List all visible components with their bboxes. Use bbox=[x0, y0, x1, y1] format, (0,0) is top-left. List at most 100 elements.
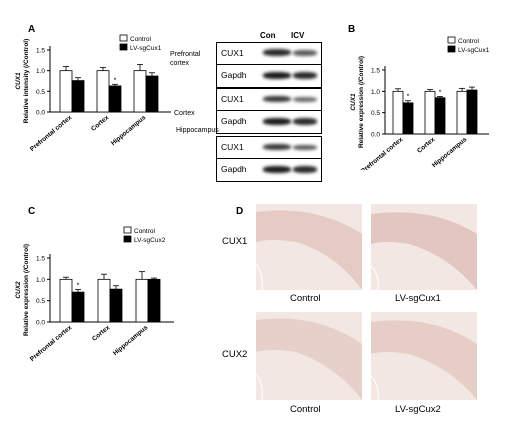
blot-row-label: CUX1 bbox=[221, 48, 244, 58]
blot-column-icv: ICV bbox=[291, 31, 305, 40]
blot-box-hippocampus: CUX1 Gapdh bbox=[216, 136, 322, 182]
blot-row-label: Gapdh bbox=[221, 164, 247, 174]
bar bbox=[133, 70, 147, 113]
blot-box-cortex: CUX1 Gapdh bbox=[216, 88, 322, 134]
y-axis-label: Relative expression (/Control) bbox=[23, 244, 30, 336]
x-tick-label: Hippocampus bbox=[431, 136, 469, 169]
blot-column-con: Con bbox=[260, 31, 276, 40]
legend-label: Control bbox=[130, 36, 152, 43]
x-tick-label: Prefrontal cortex bbox=[360, 136, 405, 170]
histology-row-label-cux2: CUX2 bbox=[222, 349, 248, 360]
bar bbox=[434, 97, 446, 135]
bar bbox=[97, 278, 111, 323]
bar bbox=[392, 90, 404, 135]
significance-marker: * bbox=[439, 89, 442, 96]
y-tick-label: 1.5 bbox=[36, 256, 45, 263]
y-tick-label: 0.5 bbox=[36, 298, 45, 305]
histology-caption: LV-sgCux2 bbox=[395, 404, 441, 415]
chart-b: 0.0 0.5 1.0 1.5 CUX1 Relative expression (/Co… bbox=[350, 36, 490, 170]
x-tick-label: Hippocampus bbox=[112, 324, 150, 357]
chart-c: 0.0 0.5 1.0 1.5 CUX2 Relative expression (/Co… bbox=[15, 226, 174, 363]
blot-panel: Con ICV Prefrontal cortex CUX1 Gapdh Cor… bbox=[168, 22, 338, 182]
bar bbox=[71, 80, 85, 113]
legend-label: LV-sgCux2 bbox=[134, 237, 166, 244]
y-tick-label: 0.0 bbox=[371, 132, 380, 139]
blot-band bbox=[263, 144, 291, 150]
legend-swatch bbox=[119, 43, 128, 51]
histology-caption: Control bbox=[290, 293, 321, 304]
legend-swatch bbox=[119, 34, 128, 42]
y-tick-label: 0.5 bbox=[36, 89, 45, 96]
chart-a: 0.0 0.5 1.0 1.5 CUX1 Relative intensity (/Con… bbox=[15, 34, 171, 153]
panel-letter-a: A bbox=[28, 24, 36, 35]
histology-row-label-cux1: CUX1 bbox=[222, 236, 248, 247]
x-tick-label: Cortex bbox=[416, 136, 437, 155]
blot-band bbox=[293, 166, 317, 173]
panel-letter-d: D bbox=[236, 206, 244, 217]
y-tick-label: 1.0 bbox=[36, 68, 45, 75]
bar bbox=[424, 90, 436, 135]
y-tick-label: 1.5 bbox=[371, 68, 380, 75]
y-tick-label: 0.0 bbox=[36, 320, 45, 327]
y-axis-label: CUX2 bbox=[15, 281, 22, 299]
bar bbox=[456, 90, 468, 135]
y-axis-label: Relative expression (/Control) bbox=[358, 56, 365, 148]
blot-band bbox=[293, 97, 317, 102]
legend-swatch bbox=[447, 36, 456, 44]
y-axis-label: CUX1 bbox=[350, 93, 357, 111]
y-tick-label: 0.5 bbox=[371, 110, 380, 117]
x-tick-label: Prefrontal cortex bbox=[29, 324, 74, 363]
blot-row-label: CUX1 bbox=[221, 142, 244, 152]
blot-band bbox=[263, 49, 291, 56]
bar bbox=[402, 102, 414, 135]
legend-label: Control bbox=[134, 228, 156, 235]
bar bbox=[109, 288, 123, 323]
significance-marker: * bbox=[407, 94, 410, 101]
bar bbox=[466, 89, 478, 135]
bar bbox=[135, 278, 149, 323]
legend-swatch bbox=[447, 45, 456, 53]
y-tick-label: 1.0 bbox=[36, 277, 45, 284]
legend-swatch bbox=[123, 235, 132, 243]
histology-image bbox=[371, 312, 477, 400]
y-axis-label: Relative intensity (/Control) bbox=[23, 39, 30, 124]
bar bbox=[145, 75, 159, 113]
histology-image bbox=[256, 204, 362, 290]
legend-label: Control bbox=[458, 38, 480, 45]
bar bbox=[71, 291, 85, 323]
bar bbox=[59, 278, 73, 323]
blot-band bbox=[263, 118, 291, 125]
panel-letter-b: B bbox=[348, 24, 356, 35]
histology-caption: Control bbox=[290, 404, 321, 415]
histology-caption: LV-sgCux1 bbox=[395, 293, 441, 304]
blot-band bbox=[293, 50, 317, 56]
x-tick-label: Cortex bbox=[91, 324, 112, 343]
blot-band bbox=[293, 72, 317, 79]
significance-marker: * bbox=[77, 283, 80, 290]
x-tick-label: Hippocampus bbox=[110, 114, 148, 147]
blot-region-label: Cortex bbox=[174, 110, 195, 117]
legend-label: LV-sgCux1 bbox=[458, 47, 490, 54]
x-tick-label: Cortex bbox=[90, 114, 111, 133]
blot-band bbox=[293, 118, 317, 125]
histology-image bbox=[256, 312, 362, 400]
panel-letter-c: C bbox=[28, 206, 36, 217]
blot-row-label: CUX1 bbox=[221, 94, 244, 104]
bar bbox=[147, 278, 161, 323]
blot-box-prefrontal: CUX1 Gapdh bbox=[216, 42, 322, 88]
bar bbox=[59, 70, 73, 113]
blot-band bbox=[263, 96, 291, 102]
blot-band bbox=[263, 72, 291, 79]
blot-band bbox=[263, 166, 291, 173]
x-tick-label: Prefrontal cortex bbox=[29, 114, 74, 153]
significance-marker: * bbox=[114, 77, 117, 84]
blot-region-label: Prefrontal cortex bbox=[170, 51, 201, 67]
blot-row-label: Gapdh bbox=[221, 116, 247, 126]
y-axis-label: CUX1 bbox=[15, 72, 22, 90]
y-tick-label: 1.5 bbox=[36, 48, 45, 55]
y-tick-label: 1.0 bbox=[371, 89, 380, 96]
blot-region-label: Hippocampus bbox=[176, 127, 219, 134]
y-tick-label: 0.0 bbox=[36, 110, 45, 117]
legend-swatch bbox=[123, 226, 132, 234]
bar bbox=[96, 70, 110, 113]
